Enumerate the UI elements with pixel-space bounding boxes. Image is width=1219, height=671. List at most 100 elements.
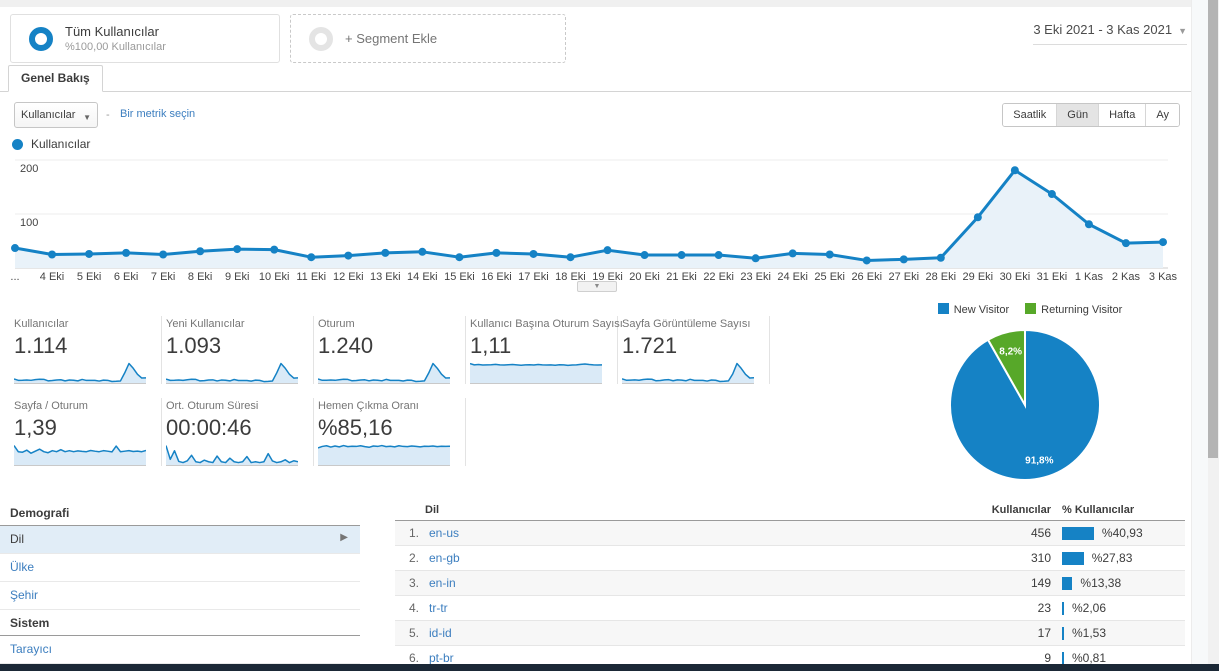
language-link[interactable]: en-us xyxy=(429,526,460,540)
x-axis-label: ... xyxy=(10,271,20,283)
date-range-label: 3 Eki 2021 - 3 Kas 2021 xyxy=(1033,22,1173,37)
green-square-icon xyxy=(1025,303,1037,314)
add-segment-button[interactable]: + Segment Ekle xyxy=(290,14,566,63)
scorecard-avg-session-duration[interactable]: Ort. Oturum Süresi 00:00:46 xyxy=(162,398,314,466)
language-link[interactable]: en-gb xyxy=(429,551,460,565)
add-segment-label: + Segment Ekle xyxy=(345,31,438,46)
x-axis-label: 24 Eki xyxy=(777,271,808,283)
table-header: Dil Kullanıcılar % Kullanıcılar xyxy=(395,500,1185,521)
scrollbar-thumb[interactable] xyxy=(1208,0,1218,458)
scorecard-label: Kullanıcılar xyxy=(14,318,69,330)
x-axis-label: 31 Eki xyxy=(1036,271,1068,283)
percent-cell: %27,83 xyxy=(1062,546,1132,571)
sidebar-item-sehir[interactable]: Şehir xyxy=(0,582,360,610)
language-link[interactable]: en-in xyxy=(429,576,456,590)
sparkline xyxy=(166,362,298,384)
x-axis-label: 22 Eki xyxy=(703,271,734,283)
sparkline xyxy=(318,444,450,466)
axis-expand-handle[interactable]: ▼ xyxy=(577,281,617,292)
table-row: 1. en-us 456 %40,93 xyxy=(395,521,1185,546)
date-range-picker[interactable]: 3 Eki 2021 - 3 Kas 2021 ▼ xyxy=(1033,22,1187,45)
scorecard-bounce-rate[interactable]: Hemen Çıkma Oranı %85,16 xyxy=(314,398,466,466)
sparkline xyxy=(14,445,146,466)
granularity-week-button[interactable]: Hafta xyxy=(1098,104,1146,126)
sparkline xyxy=(14,362,146,384)
row-rank: 2. xyxy=(408,551,419,565)
visitor-type-pie-chart[interactable]: 91,8% 8,2% xyxy=(925,320,1125,488)
x-axis-label: 9 Eki xyxy=(224,271,250,283)
blue-square-icon xyxy=(937,303,949,314)
granularity-month-button[interactable]: Ay xyxy=(1145,104,1179,126)
scorecard-label: Sayfa Görüntüleme Sayısı xyxy=(622,318,751,330)
sidebar-item-tarayici[interactable]: Tarayıcı xyxy=(0,636,360,664)
users-line-chart[interactable]: 100 200 xyxy=(0,150,1195,272)
row-rank: 4. xyxy=(408,601,419,615)
scorecard-sessions[interactable]: Oturum 1.240 xyxy=(314,316,466,384)
percent-cell: %1,53 xyxy=(1062,621,1106,646)
sidebar-item-dil[interactable]: Dil ▶ xyxy=(0,526,360,554)
table-row: 2. en-gb 310 %27,83 xyxy=(395,546,1185,571)
x-axis-label: 19 Eki xyxy=(592,271,623,283)
pie-legend-label: New Visitor xyxy=(953,304,1010,316)
sidebar-item-ulke[interactable]: Ülke xyxy=(0,554,360,582)
language-link[interactable]: tr-tr xyxy=(429,601,448,615)
pie-legend-new-visitor: New Visitor xyxy=(937,303,1010,316)
select-metric-link[interactable]: Bir metrik seçin xyxy=(120,108,196,120)
metric-select-dropdown[interactable]: Kullanıcılar ▼ xyxy=(14,102,98,128)
x-axis-label: 2 Kas xyxy=(1111,271,1141,283)
scorecard-label: Sayfa / Oturum xyxy=(14,400,88,412)
percent-value: %40,93 xyxy=(1101,526,1143,540)
row-rank: 6. xyxy=(408,651,419,665)
percent-bar xyxy=(1062,627,1064,640)
scorecards-row-2: Sayfa / Oturum 1,39 Ort. Oturum Süresi 0… xyxy=(10,398,466,466)
granularity-hourly-button[interactable]: Saatlik xyxy=(1003,104,1057,126)
scorecard-new-users[interactable]: Yeni Kullanıcılar 1.093 xyxy=(162,316,314,384)
row-rank: 5. xyxy=(408,626,419,640)
users-value: 456 xyxy=(1030,526,1051,540)
series-dot-icon xyxy=(12,138,23,150)
users-value: 310 xyxy=(1030,551,1051,565)
scorecard-pageviews[interactable]: Sayfa Görüntüleme Sayısı 1.721 xyxy=(618,316,770,384)
top-strip xyxy=(0,0,1219,7)
tab-overview[interactable]: Genel Bakış xyxy=(8,65,103,92)
language-link[interactable]: pt-br xyxy=(429,651,454,665)
column-header-pct-kullanicilar[interactable]: % Kullanıcılar xyxy=(1062,504,1135,516)
scorecard-label: Ort. Oturum Süresi xyxy=(166,400,259,412)
scorecard-value: %85,16 xyxy=(318,415,393,440)
segment-title: Tüm Kullanıcılar xyxy=(65,24,159,39)
svg-text:8,2%: 8,2% xyxy=(999,347,1022,358)
sparkline xyxy=(166,445,298,466)
svg-text:200: 200 xyxy=(20,163,38,175)
x-axis-label: 17 Eki xyxy=(518,271,549,283)
scorecard-sessions-per-user[interactable]: Kullanıcı Başına Oturum Sayısı 1,11 xyxy=(466,316,623,384)
percent-bar xyxy=(1062,652,1064,665)
segment-all-users[interactable]: Tüm Kullanıcılar %100,00 Kullanıcılar xyxy=(10,14,280,63)
x-axis-label: 11 Eki xyxy=(296,271,327,283)
table-row: 4. tr-tr 23 %2,06 xyxy=(395,596,1185,621)
sidebar-section-sistem: Sistem xyxy=(0,610,360,636)
scorecard-label: Oturum xyxy=(318,318,355,330)
percent-value: %13,38 xyxy=(1080,576,1122,590)
x-axis-label: 15 Eki xyxy=(444,271,475,283)
scorecard-value: 00:00:46 xyxy=(166,415,252,440)
sidebar-item-label: Dil xyxy=(10,532,24,546)
granularity-day-button[interactable]: Gün xyxy=(1056,104,1099,126)
percent-bar xyxy=(1062,577,1073,590)
svg-text:100: 100 xyxy=(20,217,38,229)
percent-value: %1,53 xyxy=(1072,626,1107,640)
x-axis-label: 25 Eki xyxy=(814,271,845,283)
scorecard-users[interactable]: Kullanıcılar 1.114 xyxy=(10,316,162,384)
table-row: 5. id-id 17 %1,53 xyxy=(395,621,1185,646)
sidebar-section-demografi: Demografi xyxy=(0,500,360,526)
x-axis-label: 28 Eki xyxy=(925,271,957,283)
column-header-kullanicilar[interactable]: Kullanıcılar xyxy=(991,504,1051,516)
sparkline xyxy=(622,362,754,384)
users-value: 23 xyxy=(1037,601,1051,615)
column-header-dil[interactable]: Dil xyxy=(425,504,440,516)
scorecard-pages-per-session[interactable]: Sayfa / Oturum 1,39 xyxy=(10,398,162,466)
language-link[interactable]: id-id xyxy=(429,626,452,640)
x-axis-labels: ... 4 Eki 5 Eki 6 Eki 7 Eki 8 Eki 9 Eki 10 Eki 1… xyxy=(0,271,1195,284)
tab-bar: Genel Bakış xyxy=(0,65,1195,92)
users-value: 149 xyxy=(1030,576,1051,590)
